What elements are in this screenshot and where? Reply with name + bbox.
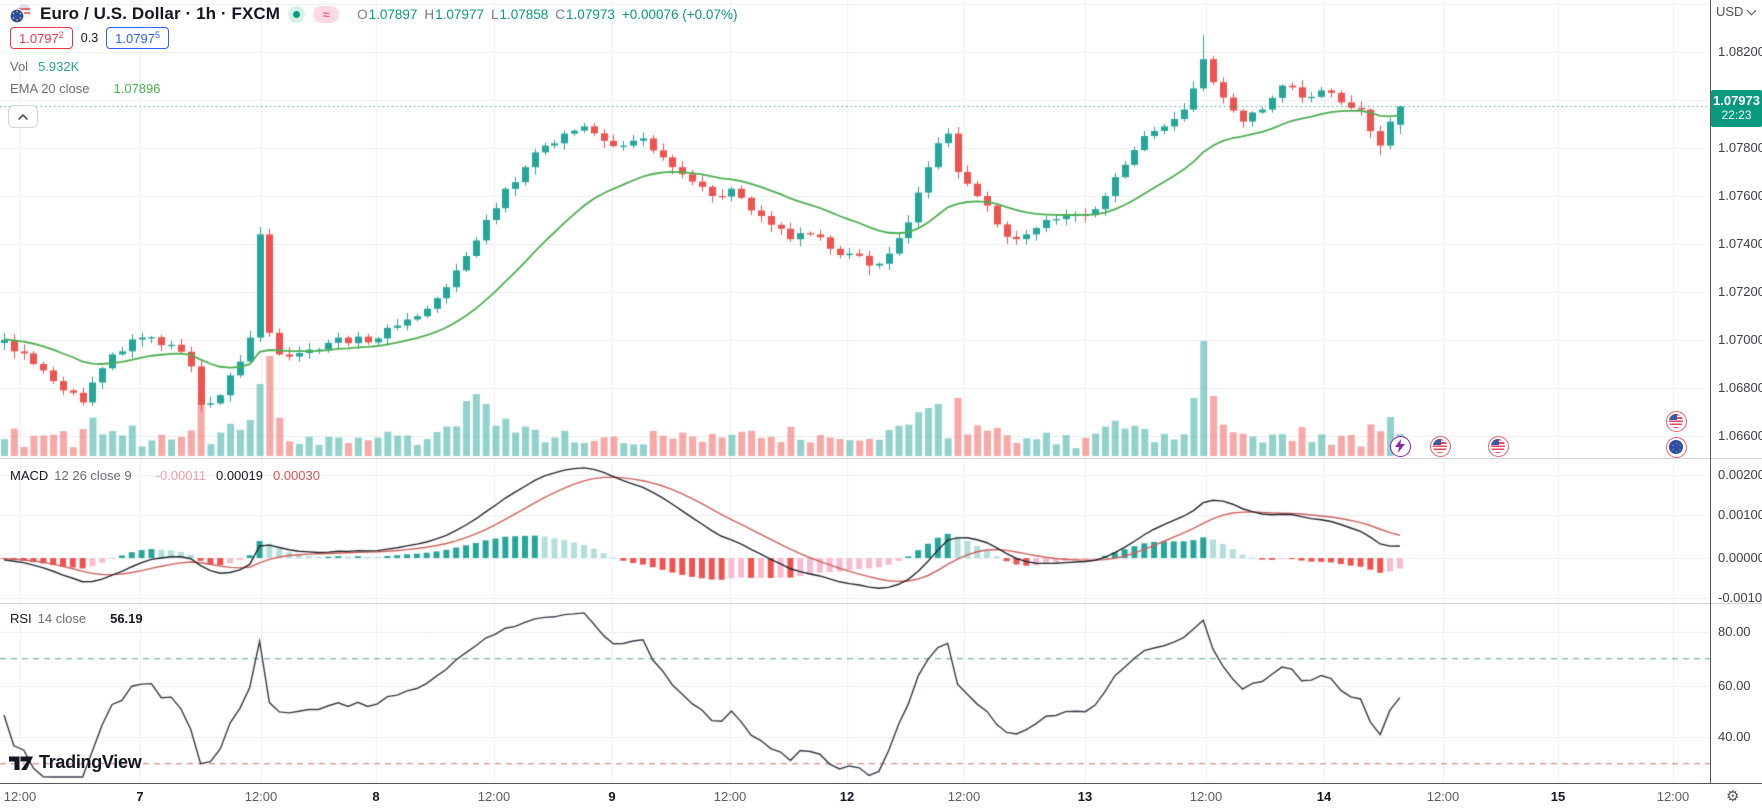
eu-flag-event-icon[interactable] bbox=[1665, 436, 1687, 458]
currency-label: USD bbox=[1716, 4, 1744, 19]
ema-value: 1.07896 bbox=[113, 81, 161, 96]
volume-label: Vol bbox=[10, 59, 29, 74]
economic-event-lightning-icon[interactable] bbox=[1389, 435, 1411, 457]
pane-separator-price-macd[interactable] bbox=[0, 458, 1762, 459]
delayed-data-icon[interactable]: ≈ bbox=[313, 5, 340, 23]
last-price-tag: 1.07973 22:23 bbox=[1711, 90, 1762, 127]
ema-legend[interactable]: EMA 20 close 1.07896 bbox=[10, 81, 161, 96]
us-flag-event-icon[interactable] bbox=[1429, 435, 1451, 457]
chevron-up-icon bbox=[18, 113, 28, 120]
time-axis-border bbox=[0, 783, 1762, 784]
us-flag-event-icon[interactable] bbox=[1487, 435, 1509, 457]
tradingview-wordmark: TradingView bbox=[39, 752, 142, 772]
pane-separator-macd-rsi[interactable] bbox=[0, 603, 1762, 604]
rsi-legend[interactable]: RSI 14 close 56.19 bbox=[10, 611, 143, 626]
last-price-value: 1.07973 bbox=[1713, 93, 1760, 108]
bar-countdown: 22:23 bbox=[1721, 108, 1752, 122]
us-flag-event-icon[interactable] bbox=[1665, 410, 1687, 432]
ohlc-values: O 1.07897 H 1.07977 L 1.07858 C 1.07973 +0.0… bbox=[357, 6, 738, 22]
macd-name: MACD bbox=[10, 468, 49, 483]
tradingview-logo-icon bbox=[9, 756, 33, 770]
macd-line-value: 0.00019 bbox=[215, 468, 263, 483]
volume-value: 5.932K bbox=[38, 59, 80, 74]
rsi-value: 56.19 bbox=[110, 611, 143, 626]
spread-value: 0.3 bbox=[80, 31, 99, 45]
sell-bid-button[interactable]: 1.0797 2 bbox=[10, 27, 73, 49]
symbol-title[interactable]: Euro / U.S. Dollar · 1h · FXCM bbox=[40, 4, 281, 23]
macd-histogram-value: -0.00011 bbox=[155, 468, 206, 483]
macd-legend[interactable]: MACD 12 26 close 9 -0.00011 0.00019 0.00… bbox=[10, 468, 320, 483]
rsi-params: 14 close bbox=[37, 611, 87, 626]
volume-legend[interactable]: Vol 5.932K bbox=[10, 59, 79, 74]
ema-label: EMA 20 close bbox=[10, 81, 90, 96]
price-axis-border bbox=[1710, 0, 1711, 783]
chevron-down-icon bbox=[1747, 5, 1757, 15]
quote-row: 1.0797 2 0.3 1.0797 5 bbox=[10, 27, 169, 49]
change-value: +0.00076 (+0.07%) bbox=[621, 6, 738, 22]
collapse-legend-button[interactable] bbox=[8, 105, 38, 128]
time-axis-settings-gear-icon[interactable]: ⚙ bbox=[1726, 788, 1740, 805]
macd-params: 12 26 close 9 bbox=[54, 468, 132, 483]
macd-signal-value: 0.00030 bbox=[272, 468, 320, 483]
rsi-name: RSI bbox=[10, 611, 32, 626]
symbol-flags-icon[interactable] bbox=[8, 4, 32, 24]
tradingview-logo[interactable]: TradingView bbox=[8, 752, 142, 773]
currency-axis-dropdown[interactable]: USD bbox=[1716, 4, 1757, 19]
symbol-header: Euro / U.S. Dollar · 1h · FXCM ≈ O 1.0789… bbox=[8, 4, 737, 24]
buy-ask-button[interactable]: 1.0797 5 bbox=[106, 27, 169, 49]
market-open-status-icon[interactable] bbox=[288, 5, 306, 23]
